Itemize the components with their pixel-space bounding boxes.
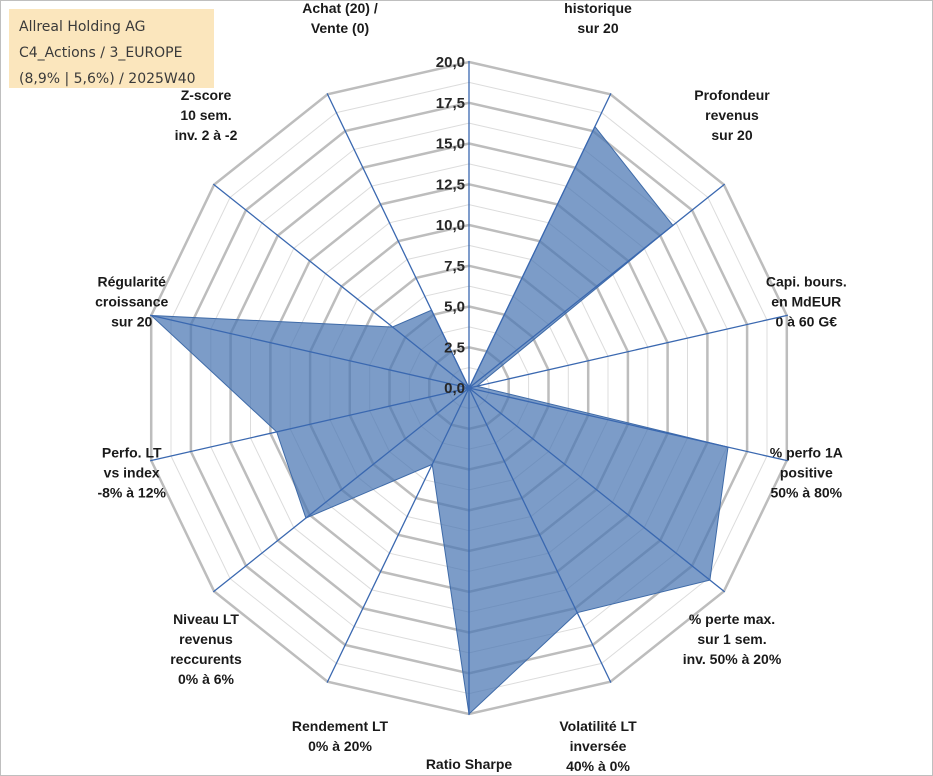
category-label: Profondeurhistoriquesur 20 [560, 1, 636, 36]
info-box: Allreal Holding AG C4_Actions / 3_EUROPE… [9, 9, 214, 88]
radar-spokes [150, 61, 788, 715]
category-label-line: 10 sem. [180, 107, 231, 123]
category-label: Volatilité LT inversée 40% à 0% [559, 718, 637, 774]
axis-spoke [212, 183, 470, 389]
category-label-line: Capi. bours. [766, 273, 847, 289]
tick-label: 17,5 [436, 95, 465, 112]
category-label: MomentumAchat (20) /Vente (0) [302, 1, 378, 36]
tick-label: 15,0 [436, 136, 465, 153]
category-label-line: revenus [179, 631, 233, 647]
category-label-line: 0 à 60 G€ [776, 313, 838, 329]
category-label-line: Régularité [97, 273, 166, 289]
tick-label: 20,0 [436, 54, 465, 71]
axis-spoke [326, 93, 470, 389]
category-label: Ratio Sharpe0 à 1 [426, 756, 513, 775]
category-label-line: en MdEUR [771, 293, 841, 309]
category-label-line: inversée [570, 738, 627, 754]
category-label: % perte max. sur 1 sem. inv. 50% à 20% [683, 611, 782, 667]
category-label-line: 0% à 6% [178, 671, 235, 687]
category-label-line: sur 20 [111, 313, 152, 329]
category-label-line: 50% à 80% [770, 485, 842, 501]
category-label-line: Perfo. LT [102, 445, 162, 461]
category-label-line: Volatilité LT [559, 718, 637, 734]
category-label-line: sur 20 [711, 127, 752, 143]
category-label-line: revenus [705, 107, 759, 123]
axis-spoke [468, 183, 726, 389]
radar-category-labels: NoteESG sur 20Profondeurhistoriquesur 20… [95, 1, 847, 775]
category-label-line: -8% à 12% [97, 485, 166, 501]
axis-spoke [326, 387, 470, 683]
axis-spoke [150, 387, 470, 462]
tick-label: 7,5 [444, 258, 465, 275]
axis-spoke [468, 387, 726, 593]
category-label: Capi. bours. en MdEUR 0 à 60 G€ [766, 273, 847, 329]
category-label-line: inv. 2 à -2 [175, 127, 238, 143]
category-label-line: 0% à 20% [308, 738, 372, 754]
category-label-line: Profondeur [694, 87, 770, 103]
category-label-line: sur 20 [577, 20, 618, 36]
category-label-line: positive [780, 465, 833, 481]
category-label-line: % perfo 1A [770, 445, 843, 461]
category-label-line: sur 1 sem. [697, 631, 766, 647]
category-label-line: Ratio Sharpe [426, 756, 513, 772]
category-label: Régularité croissance sur 20 [95, 273, 168, 329]
category-label-line: croissance [95, 293, 168, 309]
category-label-line: reccurents [170, 651, 242, 667]
radar-tick-labels: 0,0 2,5 5,0 7,5 10,0 12,5 15,0 17,5 20,0 [436, 54, 465, 397]
category-label-line: 40% à 0% [566, 758, 630, 774]
category-label-line: Niveau LT [173, 611, 239, 627]
tick-label: 10,0 [436, 217, 465, 234]
axis-spoke [212, 387, 470, 593]
category-label-line: Z-score [181, 87, 232, 103]
axis-spoke [150, 314, 470, 389]
tick-label: 5,0 [444, 299, 465, 316]
axis-spoke [468, 387, 788, 462]
tick-label: 0,0 [444, 380, 465, 397]
category-label: Z-score 10 sem. inv. 2 à -2 [175, 87, 238, 143]
category-label-line: Vente (0) [311, 20, 369, 36]
tick-label: 12,5 [436, 176, 465, 193]
category-label-line: Achat (20) / [302, 1, 378, 16]
category-label-line: vs index [104, 465, 160, 481]
category-label: C4_Actions / 3_EUROPE [19, 45, 183, 61]
tick-label: 2,5 [444, 339, 465, 356]
stats-label: (8,9% | 5,6%) / 2025W40 [19, 71, 196, 87]
axis-spoke [468, 93, 612, 389]
category-label: Niveau LT revenus reccurents 0% à 6% [170, 611, 242, 687]
category-label: % perfo 1A positive 50% à 80% [770, 445, 843, 501]
category-label-line: % perte max. [689, 611, 775, 627]
category-label: Rendement LT 0% à 20% [292, 718, 389, 754]
category-label-line: inv. 50% à 20% [683, 651, 782, 667]
category-label: Profondeur revenus sur 20 [694, 87, 770, 143]
company-name: Allreal Holding AG [19, 19, 146, 35]
category-label-line: Rendement LT [292, 718, 389, 734]
axis-spoke [468, 314, 788, 389]
axis-spoke [468, 387, 612, 683]
category-label: Perfo. LT vs index -8% à 12% [97, 445, 166, 501]
category-label-line: historique [564, 1, 632, 16]
